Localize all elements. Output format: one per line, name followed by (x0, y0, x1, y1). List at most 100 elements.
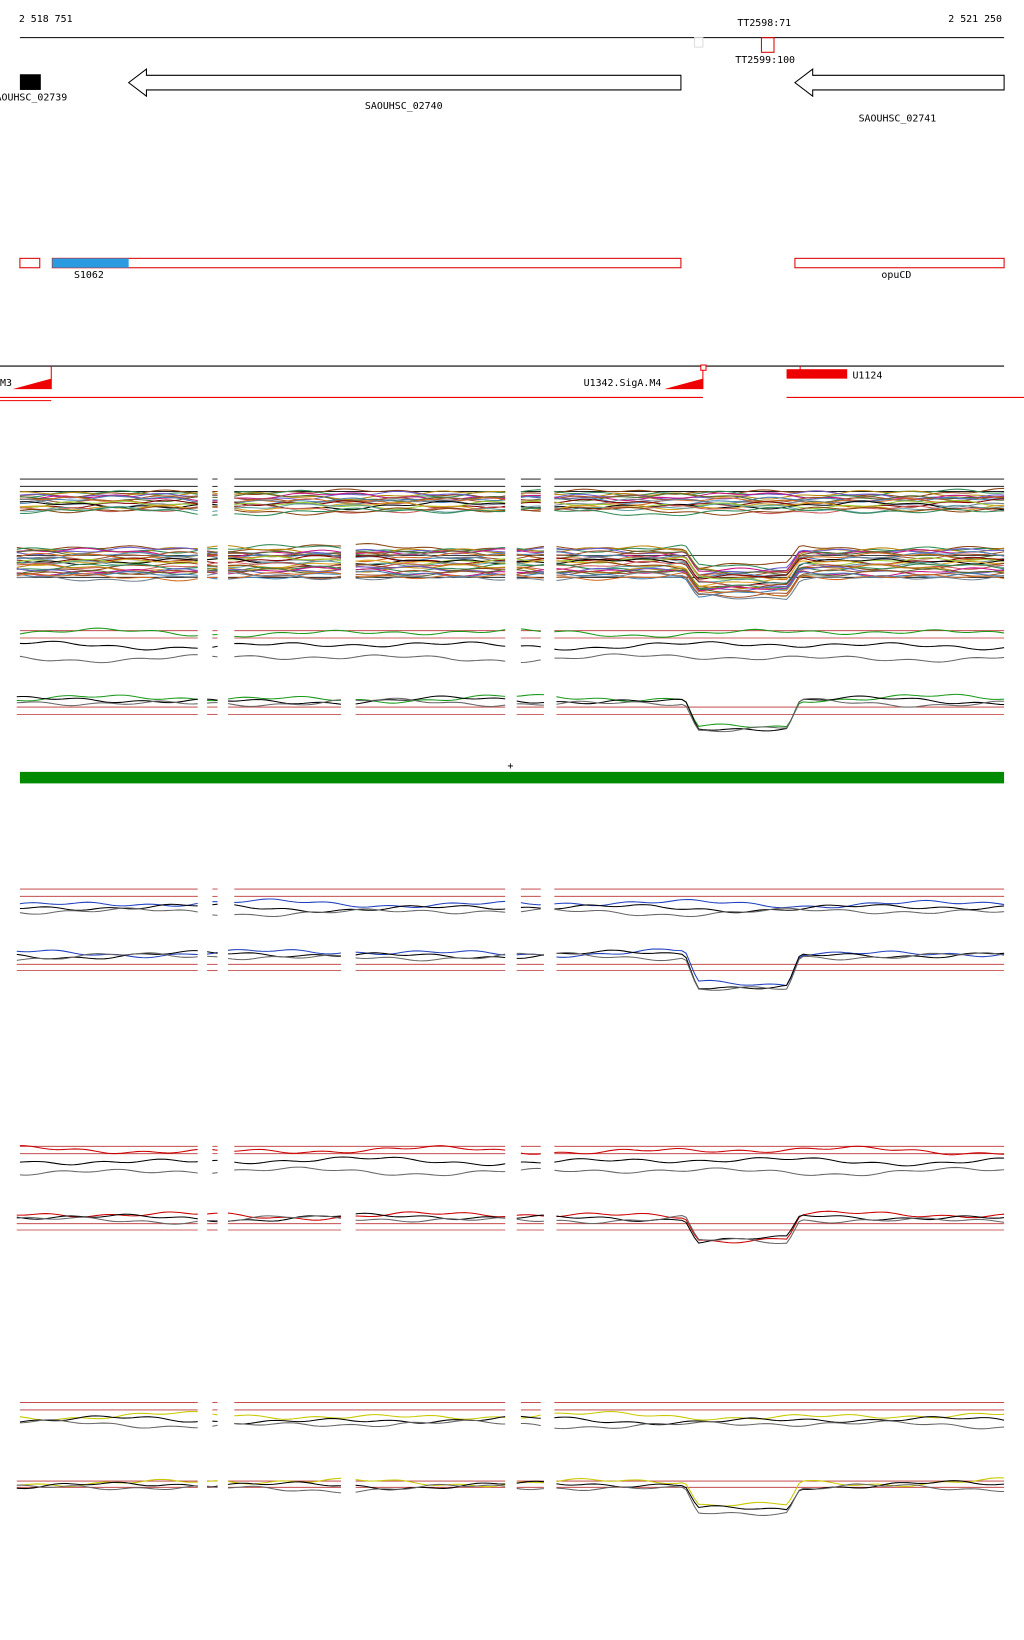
promoter-mark (664, 378, 703, 390)
signal-line (19, 506, 198, 515)
signal-line (554, 487, 1005, 498)
signal-line (234, 507, 506, 517)
signal-line (554, 907, 1005, 918)
signal-line (234, 1166, 506, 1177)
signal-line (554, 628, 1005, 638)
signal-line (207, 567, 218, 570)
signal-line (554, 503, 1005, 514)
signal-line (234, 641, 506, 648)
signal-line (556, 952, 1005, 991)
signal-line (355, 697, 506, 708)
signal-line (19, 499, 198, 509)
signal-line (556, 567, 1005, 592)
signal-line (355, 559, 506, 566)
promoter-mark (12, 378, 52, 390)
signal-line (212, 1149, 218, 1151)
signal-line (207, 562, 218, 565)
signal-line (520, 507, 541, 510)
signal-line (19, 901, 198, 907)
signal-line (556, 695, 1005, 732)
signal-line (554, 1411, 1005, 1421)
signal-line (554, 1416, 1005, 1426)
signal-line (212, 510, 218, 512)
signal-line (16, 1478, 198, 1487)
signal-line (355, 548, 506, 556)
signal-line (516, 703, 544, 706)
signal-line (19, 1410, 198, 1421)
signal-line (516, 954, 545, 959)
signal-line (207, 558, 218, 561)
signal-line (355, 1211, 506, 1218)
signal-line (207, 951, 218, 954)
signal-line (234, 1156, 506, 1167)
signal-line (556, 1214, 1005, 1244)
signal-line (556, 549, 1005, 572)
signal-line (234, 1419, 506, 1428)
signal-line (556, 693, 1005, 728)
ruler: 2 518 751 2 521 250 TT2598:71 TT2599:100 (19, 14, 1005, 66)
signal-line (520, 902, 541, 906)
signal-line (207, 698, 218, 701)
signal-line (19, 1415, 198, 1423)
signal-line (16, 1216, 198, 1225)
signal-line (556, 552, 1005, 581)
signal-line (355, 552, 506, 563)
signal-line (516, 700, 544, 704)
signal-line (520, 505, 541, 509)
signal-line (19, 1419, 198, 1429)
signal-line (207, 564, 218, 567)
signal-line (355, 570, 506, 578)
signal-line (556, 1210, 1005, 1244)
signal-line (520, 509, 541, 512)
signal-line (228, 571, 342, 579)
signal-line (207, 555, 218, 558)
signal-line (554, 506, 1005, 517)
signal-line (19, 490, 198, 498)
signal-line (355, 1217, 506, 1223)
signal-line (355, 1483, 506, 1493)
signal-line (16, 569, 198, 577)
signal-line (212, 903, 218, 906)
signal-line (207, 571, 218, 574)
signal-line (207, 1485, 218, 1488)
signal-line (355, 565, 506, 576)
signal-line (16, 1481, 198, 1490)
signal-line (516, 564, 544, 567)
signal-line (234, 507, 506, 516)
promoter-box (786, 369, 848, 379)
signal-line (207, 545, 218, 548)
signal-line (234, 629, 506, 638)
marker-box (760, 37, 775, 53)
signal-line (212, 1413, 218, 1416)
signal-line (556, 948, 1005, 987)
signal-line (16, 552, 198, 560)
signal-line (556, 568, 1005, 597)
signal-line (234, 908, 506, 918)
promoters: M3 U1342.SigA.M4 U1124 (0, 364, 1024, 402)
signal-line (207, 1212, 218, 1215)
signal-line (234, 501, 506, 512)
signal-line (19, 627, 198, 637)
signal-line (16, 695, 198, 704)
marker-label: TT2599:100 (735, 55, 795, 66)
features: S1062 opuCD (19, 257, 1005, 281)
signal-line (556, 1215, 1005, 1245)
signal-line (556, 571, 1005, 598)
signal-line (556, 561, 1005, 584)
signal-line (212, 503, 218, 506)
feature-label: S1062 (74, 270, 104, 281)
signal-line (228, 572, 342, 581)
signal-line (228, 570, 342, 580)
signal-line (556, 572, 1005, 597)
signal-line (520, 659, 541, 664)
signal-line (228, 555, 342, 562)
signal-line (556, 949, 1005, 990)
signal-line (19, 640, 198, 651)
marker-label: TT2598:71 (737, 18, 791, 29)
coverage-bar (19, 771, 1005, 784)
signal-line (212, 1172, 218, 1174)
signal-line (16, 952, 198, 961)
gene-arrow (794, 67, 1005, 98)
signal-line (227, 573, 342, 580)
gene-label: SAOUHSC_02741 (859, 113, 937, 124)
